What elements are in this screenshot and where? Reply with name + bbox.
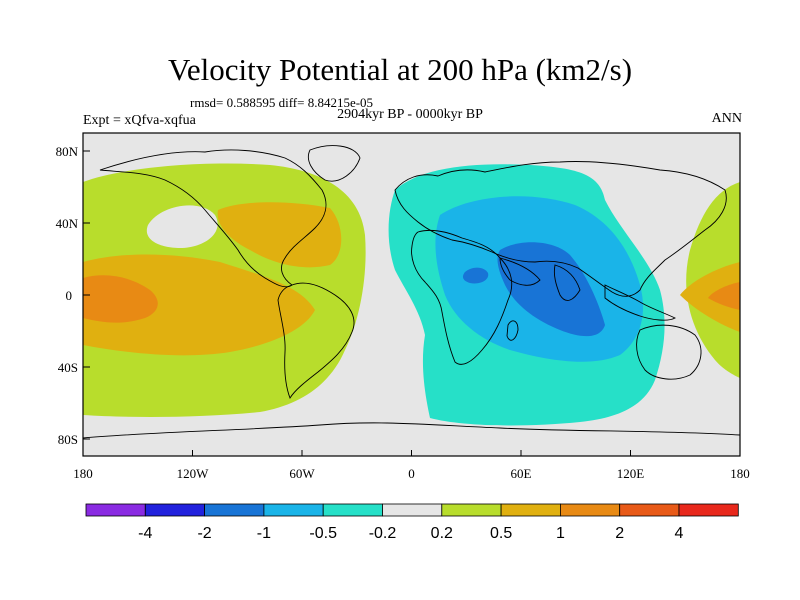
colorbar-swatch (144, 503, 206, 517)
colorbar-label: -1 (257, 525, 271, 542)
lat-tick-label: 0 (66, 288, 73, 303)
colorbar-label: 0.2 (431, 525, 453, 542)
colorbar-swatch (441, 503, 502, 517)
period-label: 2904kyr BP - 0000kyr BP (337, 107, 483, 122)
lon-tick-label: 0 (408, 466, 415, 481)
experiment-label: Expt = xQfva-xqfua (83, 113, 196, 128)
colorbar-label: -2 (197, 525, 211, 542)
lon-tick-label: 180 (730, 466, 750, 481)
stats-subtitle: rmsd= 0.588595 diff= 8.84215e-05 (190, 95, 374, 110)
map-title: Velocity Potential at 200 hPa (km2/s) (167, 52, 633, 87)
colorbar-swatch (263, 503, 324, 517)
colorbar-swatch (619, 503, 680, 517)
contour-gray-hole (146, 205, 218, 248)
lat-tick-label: 40S (58, 360, 78, 375)
contour-orange-central (83, 254, 315, 356)
contour-orange-east-core (708, 282, 740, 310)
colorbar-label: 0.5 (490, 525, 512, 542)
season-label: ANN (711, 111, 742, 126)
lat-tick-label: 80N (56, 144, 79, 159)
contour-orange-core (83, 275, 158, 323)
colorbar-label: 4 (675, 525, 684, 542)
lon-tick-label: 120W (177, 466, 210, 481)
colorbar-label: -4 (138, 525, 152, 542)
lat-tick-label: 40N (56, 216, 79, 231)
map-panel (83, 133, 740, 456)
colorbar-label: -0.2 (369, 525, 397, 542)
coastlines (83, 145, 740, 439)
colorbar-swatch (322, 503, 383, 517)
colorbar-swatch (85, 503, 146, 517)
colorbar-swatch (500, 503, 561, 517)
colorbar-swatch (560, 503, 621, 517)
lon-tick-label: 60W (289, 466, 315, 481)
contour-orange-north (217, 202, 342, 268)
colorbar-swatch (678, 503, 739, 517)
latitude-axis: 80N 40N 0 40S 80S (56, 144, 90, 447)
lon-tick-label: 120E (617, 466, 645, 481)
colorbar-swatch (382, 503, 443, 517)
colorbar-swatch (204, 503, 265, 517)
colorbar: -4 -2 -1 -0.5 -0.2 0.2 0.5 1 2 4 (85, 503, 739, 542)
longitude-axis: 180 120W 60W 0 60E 120E 180 (73, 450, 750, 481)
lat-tick-label: 80S (58, 432, 78, 447)
colorbar-label: 2 (615, 525, 624, 542)
contour-blue-small (462, 267, 489, 284)
colorbar-label: -0.5 (309, 525, 337, 542)
lon-tick-label: 60E (511, 466, 532, 481)
contour-blue (497, 242, 605, 337)
colorbar-label: 1 (556, 525, 565, 542)
lon-tick-label: 180 (73, 466, 93, 481)
